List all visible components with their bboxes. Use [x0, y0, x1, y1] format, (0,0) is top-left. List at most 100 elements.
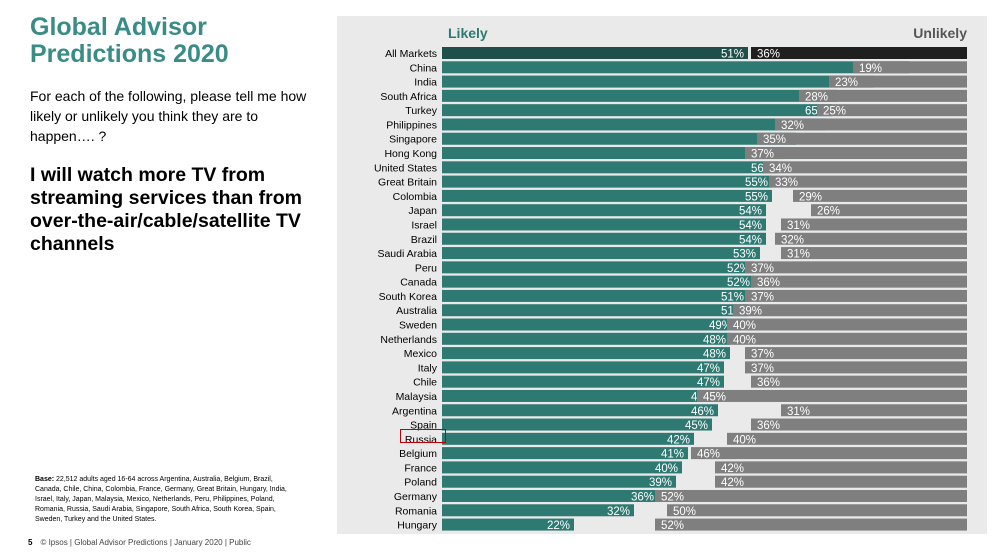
likely-value-label: 49% [709, 320, 732, 332]
base-label: Base: [35, 476, 55, 483]
category-label: Netherlands [380, 334, 437, 346]
category-label: Germany [394, 491, 438, 503]
page-number: 5 [28, 538, 33, 547]
category-label: Sweden [399, 320, 437, 332]
likely-bar [442, 489, 658, 502]
likely-value-label: 47% [697, 377, 720, 389]
unlikely-value-label: 26% [817, 206, 840, 218]
likely-bar [442, 275, 754, 288]
unlikely-value-label: 39% [739, 306, 762, 318]
unlikely-bar [781, 247, 967, 260]
unlikely-value-label: 28% [805, 91, 828, 103]
footer: 5 © Ipsos | Global Advisor Predictions | … [28, 538, 251, 547]
unlikely-bar [697, 389, 967, 402]
unlikely-bar [781, 218, 967, 231]
category-label: Poland [404, 477, 437, 489]
likely-bar [442, 389, 718, 402]
likely-value-label: 51% [721, 49, 744, 61]
unlikely-value-label: 37% [751, 149, 774, 161]
likely-bar [442, 232, 766, 245]
likely-value-label: 48% [703, 334, 726, 346]
unlikely-bar [769, 175, 967, 188]
likely-value-label: 54% [739, 220, 762, 232]
unlikely-value-label: 33% [775, 177, 798, 189]
likely-bar [442, 89, 838, 102]
unlikely-value-label: 37% [751, 291, 774, 303]
unlikely-bar [727, 332, 967, 345]
category-label: Belgium [399, 448, 437, 460]
unlikely-value-label: 35% [763, 134, 786, 146]
highlight-box [400, 429, 446, 443]
unlikely-value-label: 52% [661, 491, 684, 503]
unlikely-bar [727, 318, 967, 331]
legend-unlikely: Unlikely [913, 25, 967, 41]
likely-value-label: 54% [739, 234, 762, 246]
likely-value-label: 45% [685, 420, 708, 432]
category-label: Colombia [393, 191, 438, 203]
unlikely-bar [727, 432, 967, 445]
category-label: Romania [395, 505, 437, 517]
category-label: Turkey [405, 105, 437, 117]
likely-value-label: 39% [649, 477, 672, 489]
unlikely-value-label: 36% [757, 49, 780, 61]
unlikely-bar [751, 275, 967, 288]
likely-bar [442, 304, 748, 317]
unlikely-bar [811, 204, 967, 217]
unlikely-value-label: 23% [835, 77, 858, 89]
category-label: Australia [396, 305, 437, 317]
likely-value-label: 47% [697, 363, 720, 375]
category-label: Singapore [389, 134, 437, 146]
likely-bar [442, 47, 748, 59]
unlikely-bar [817, 104, 967, 117]
category-label: Argentina [392, 405, 437, 417]
unlikely-bar [751, 418, 967, 431]
unlikely-value-label: 34% [769, 163, 792, 175]
likely-value-label: 55% [745, 177, 768, 189]
likely-bar [442, 189, 772, 202]
likely-value-label: 55% [745, 191, 768, 203]
likely-value-label: 46% [691, 406, 714, 418]
likely-bar [442, 147, 784, 160]
likely-bar [442, 404, 718, 417]
category-label: Saudi Arabia [377, 248, 437, 260]
likely-bar [442, 504, 634, 517]
unlikely-value-label: 31% [787, 406, 810, 418]
unlikely-value-label: 37% [751, 349, 774, 361]
question-intro: For each of the following, please tell m… [30, 88, 307, 144]
unlikely-bar [775, 118, 967, 131]
category-label: Hong Kong [384, 148, 437, 160]
likely-value-label: 51% [721, 291, 744, 303]
likely-bar [442, 289, 748, 302]
likely-bar [442, 318, 736, 331]
unlikely-bar [715, 475, 967, 488]
unlikely-value-label: 45% [703, 391, 726, 403]
likely-value-label: 54% [739, 206, 762, 218]
likely-bar [442, 418, 712, 431]
likely-bar [442, 175, 772, 188]
category-label: China [410, 62, 438, 74]
category-label: France [404, 462, 437, 474]
unlikely-value-label: 37% [751, 263, 774, 275]
likely-bar [442, 161, 778, 174]
likely-bar [442, 518, 574, 531]
category-label: Peru [415, 262, 437, 274]
category-label: Philippines [386, 119, 437, 131]
likely-value-label: 53% [733, 249, 756, 261]
unlikely-value-label: 40% [733, 334, 756, 346]
likely-value-label: 52% [727, 277, 750, 289]
likely-value-label: 40% [655, 463, 678, 475]
base-text: 22,512 adults aged 16-64 across Argentin… [35, 476, 287, 523]
category-label: All Markets [385, 48, 437, 60]
category-label: Malaysia [396, 391, 438, 403]
unlikely-value-label: 36% [757, 420, 780, 432]
category-label: Canada [400, 277, 437, 289]
likely-value-label: 41% [661, 449, 684, 461]
unlikely-bar [715, 461, 967, 474]
unlikely-bar [745, 147, 967, 160]
category-label: Great Britain [378, 177, 437, 189]
likely-bar [442, 375, 724, 388]
unlikely-bar [733, 304, 967, 317]
category-label: United States [374, 162, 437, 174]
category-label: South Africa [380, 91, 437, 103]
